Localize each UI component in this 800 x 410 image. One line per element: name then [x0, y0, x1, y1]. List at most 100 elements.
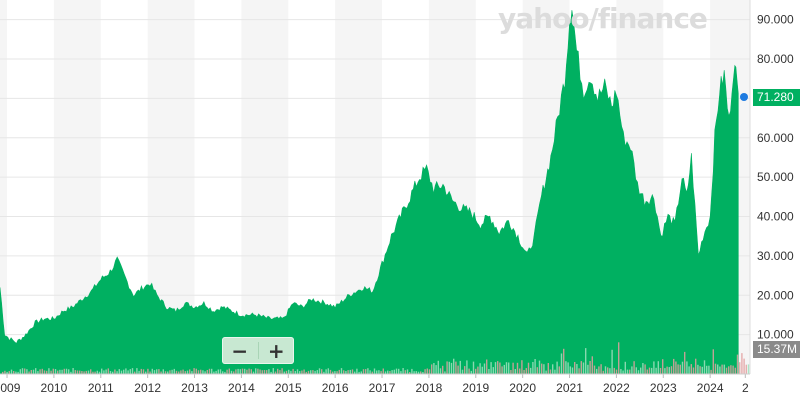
volume-bar [17, 371, 19, 374]
volume-bar [202, 370, 204, 374]
volume-bar [615, 369, 618, 374]
volume-bar [349, 369, 351, 374]
volume-bar [732, 365, 734, 374]
volume-bar [488, 369, 490, 374]
volume-bar [688, 366, 690, 374]
volume-bar [103, 370, 105, 374]
volume-bar [461, 369, 464, 374]
volume-bar [305, 371, 307, 374]
zoom-out-button[interactable]: − [231, 338, 249, 363]
zoom-in-button[interactable]: + [267, 338, 285, 363]
volume-bar [65, 368, 68, 374]
volume-bar [505, 362, 508, 374]
volume-bar [664, 368, 666, 374]
volume-bar [626, 369, 629, 374]
volume-bar [173, 368, 175, 374]
volume-bar [453, 358, 455, 374]
volume-bar [448, 361, 450, 374]
volume-bar [4, 370, 6, 374]
volume-bar [334, 371, 336, 374]
volume-bar [37, 371, 39, 374]
volume-bar [241, 368, 244, 374]
volume-bar [142, 369, 145, 374]
volume-bar [184, 371, 186, 374]
volume-bar [327, 368, 329, 374]
volume-bar [556, 361, 558, 374]
volume-bar [261, 370, 263, 374]
volume-bar [299, 371, 301, 374]
volume-bar [475, 368, 477, 374]
volume-bar [94, 371, 96, 374]
volume-bar [246, 369, 248, 374]
volume-bar [54, 369, 57, 374]
volume-bar [442, 365, 444, 374]
volume-bar [323, 371, 325, 374]
volume-bar [739, 362, 741, 374]
volume-bar [39, 369, 41, 374]
volume-bar [415, 371, 417, 374]
x-axis: 2009 2010 2011 2012 2013 2014 2015 2016 2017 2018… [0, 373, 750, 395]
volume-bar [186, 370, 189, 374]
volume-bar [274, 371, 277, 374]
volume-bar [404, 370, 406, 374]
volume-bar [389, 371, 391, 374]
volume-bar [160, 371, 162, 374]
volume-bar [582, 362, 585, 374]
volume-bar [288, 369, 290, 374]
volume-bar [35, 368, 37, 374]
volume-bar [646, 369, 648, 374]
volume-bar [587, 364, 589, 374]
volume-bar [428, 369, 431, 374]
volume-bar [312, 370, 314, 374]
volume-bar [171, 369, 173, 374]
volume-bar [175, 370, 178, 374]
volume-bar [57, 370, 59, 374]
volume-bar [420, 371, 422, 374]
volume-bar [497, 361, 499, 374]
volume-bar [19, 369, 21, 374]
volume-bar [28, 371, 30, 374]
volume-bar [98, 371, 101, 374]
volume-bar [472, 361, 475, 374]
volume-bar [618, 342, 620, 374]
volume-bar [74, 370, 76, 374]
volume-bar [255, 368, 257, 374]
volume-bar [296, 369, 299, 374]
volume-bar [549, 369, 552, 374]
volume-bar [46, 370, 48, 374]
volume-bar [431, 364, 433, 374]
volume-bar [136, 368, 138, 374]
volume-bar [178, 371, 180, 374]
x-tick-label: 2009 [0, 381, 21, 395]
volume-bar [567, 362, 569, 374]
volume-bar [301, 370, 303, 374]
volume-bar [657, 361, 659, 374]
volume-bar [725, 367, 728, 374]
volume-bar [622, 370, 624, 374]
volume-bar [206, 370, 208, 374]
volume-bar [50, 370, 52, 374]
volume-bar [120, 370, 123, 374]
volume-bar [578, 368, 580, 374]
volume-bar [32, 369, 35, 374]
volume-bar [446, 361, 448, 374]
volume-bar [365, 369, 367, 374]
volume-bar [358, 371, 360, 374]
volume-bar [541, 363, 543, 374]
volume-bar [527, 362, 530, 374]
volume-bar [536, 367, 538, 374]
volume-bar [721, 364, 723, 374]
current-volume-label: 15.37M [753, 341, 800, 358]
x-tick-label: 2013 [181, 381, 208, 395]
volume-bar [530, 367, 532, 374]
volume-bar [204, 371, 206, 374]
volume-bar [464, 366, 466, 374]
volume-bar [380, 371, 382, 374]
volume-bar [219, 369, 222, 374]
volume-bar [398, 368, 400, 374]
volume-bar [393, 369, 395, 374]
volume-bar [598, 366, 600, 374]
volume-bar [552, 364, 554, 374]
volume-bars [2, 342, 750, 374]
